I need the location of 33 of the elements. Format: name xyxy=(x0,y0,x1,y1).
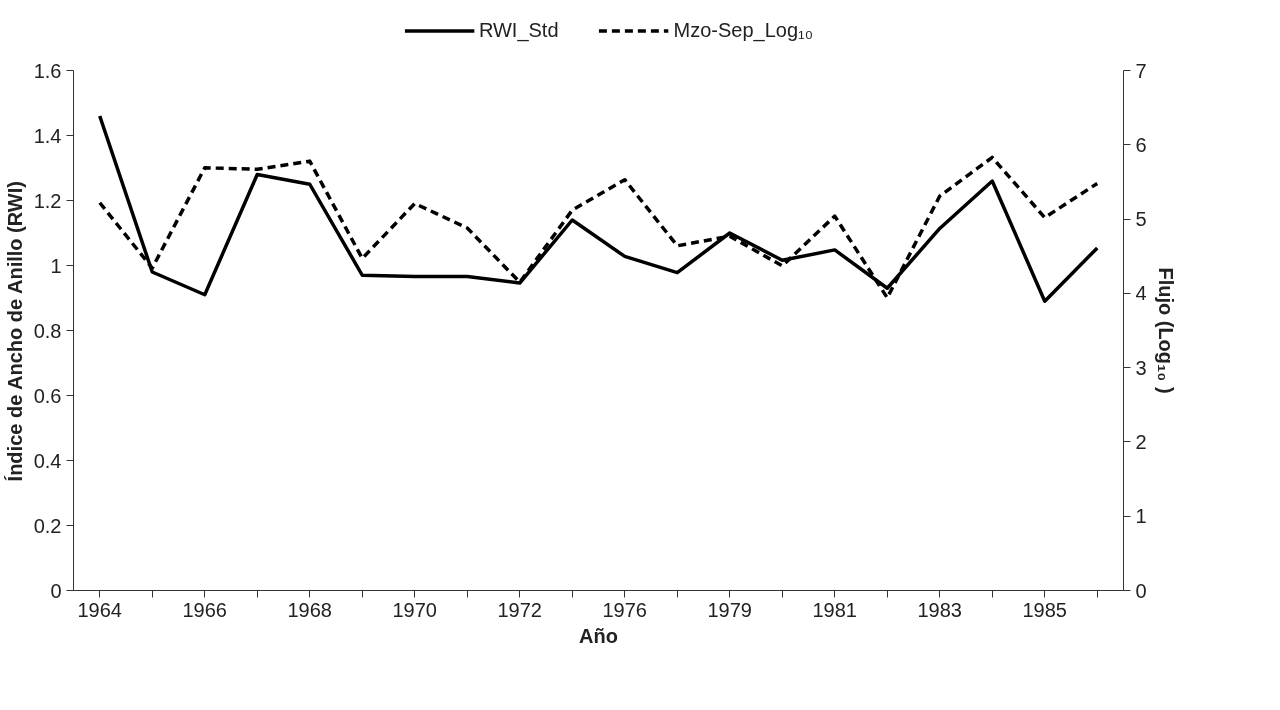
y-tick-label: 1 xyxy=(50,254,62,277)
y2-tick-label: 0 xyxy=(1135,579,1147,602)
y-tick-label: 1.2 xyxy=(33,189,62,212)
y2-tick-label: 5 xyxy=(1135,208,1147,231)
x-tick-label: 1966 xyxy=(182,598,227,621)
y-tick-label: 0 xyxy=(50,579,62,602)
x-tick-label: 1976 xyxy=(602,598,647,621)
x-tick-label: 1970 xyxy=(392,598,437,621)
y-tick-label: 0.8 xyxy=(33,319,62,342)
y2-tick-label: 3 xyxy=(1135,356,1147,379)
y-tick-label: 0.2 xyxy=(33,514,62,537)
y2-axis-title: Flujo (Log₁₀ ) xyxy=(1154,267,1177,394)
y2-tick-label: 4 xyxy=(1135,282,1147,305)
legend-label: RWI_Std xyxy=(478,18,559,42)
y2-tick-label: 2 xyxy=(1135,430,1147,453)
y-axis-title: Índice de Ancho de Anillo (RWI) xyxy=(3,181,26,482)
y-tick-label: 0.6 xyxy=(33,384,62,407)
legend-label: Mzo-Sep_Log₁₀ xyxy=(673,18,814,42)
line-series xyxy=(98,114,1099,303)
y-tick-label: 1.4 xyxy=(33,124,62,147)
y2-tick-label: 1 xyxy=(1135,505,1147,528)
y2-tick-label: 6 xyxy=(1135,133,1147,156)
x-axis-title: Año xyxy=(579,624,618,647)
x-tick-label: 1968 xyxy=(287,598,332,621)
x-tick-label: 1964 xyxy=(77,598,122,621)
x-tick-label: 1983 xyxy=(917,598,962,621)
x-tick-label: 1985 xyxy=(1022,598,1067,621)
x-tick-label: 1981 xyxy=(812,598,857,621)
y-tick-label: 1.6 xyxy=(33,59,62,82)
y-tick-label: 0.4 xyxy=(33,449,62,472)
x-tick-label: 1972 xyxy=(497,598,542,621)
x-tick-label: 1979 xyxy=(707,598,752,621)
y2-tick-label: 7 xyxy=(1135,59,1147,82)
